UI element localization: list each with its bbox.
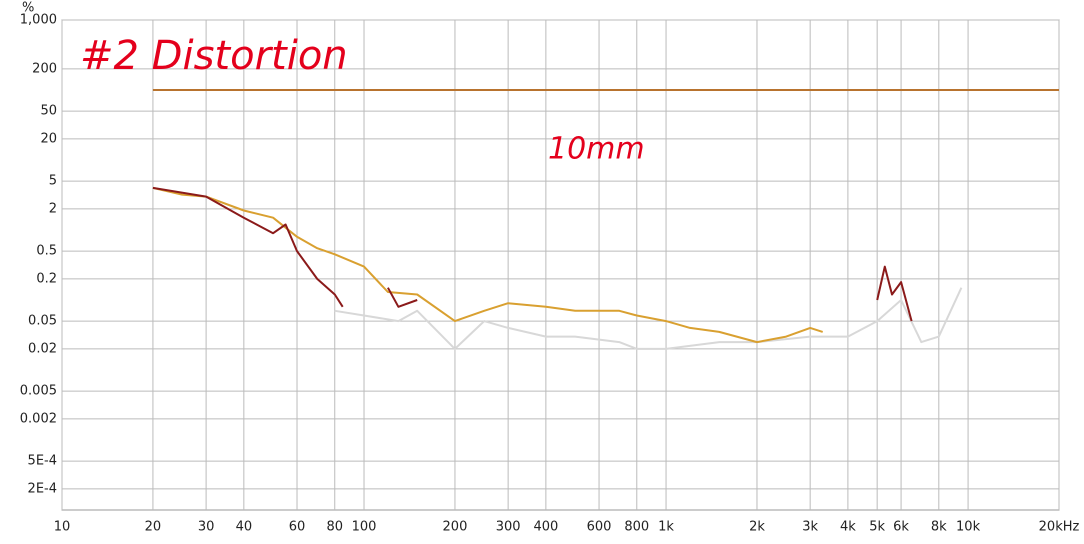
- y-tick-label: 1,000: [20, 13, 57, 28]
- x-tick-label: 80: [326, 520, 343, 535]
- y-tick-label: 5: [49, 174, 57, 189]
- y-tick-label: 0.005: [20, 384, 57, 399]
- x-tick-label: 40: [236, 520, 253, 535]
- x-tick-label: 300: [496, 520, 521, 535]
- annotation: 10mm: [548, 132, 645, 167]
- y-tick-label: 2: [49, 201, 57, 216]
- y-tick-label: 0.002: [20, 411, 57, 426]
- x-tick-label: 800: [624, 520, 649, 535]
- x-tick-label: 10: [54, 520, 71, 535]
- series-line: [152, 186, 913, 322]
- x-tick-label: 60: [289, 520, 306, 535]
- y-tick-label: 50: [40, 104, 57, 119]
- x-tick-label: 100: [352, 520, 377, 535]
- x-tick-label: 20: [145, 520, 162, 535]
- y-tick-label: 0.2: [36, 271, 57, 286]
- y-tick-label: 0.5: [36, 244, 57, 259]
- x-tick-label: 200: [443, 520, 468, 535]
- series-line: [152, 186, 824, 344]
- y-tick-label: 0.05: [28, 314, 57, 329]
- y-tick-label: 0.02: [28, 341, 57, 356]
- y-tick-label: 5E-4: [28, 454, 57, 469]
- y-tick-label: 200: [32, 61, 57, 76]
- y-tick-label: 20: [40, 131, 57, 146]
- y-unit: %: [22, 1, 34, 16]
- x-tick-label: 30: [198, 520, 215, 535]
- x-tick-label: 400: [533, 520, 558, 535]
- plot-area: [61, 19, 1060, 511]
- y-tick-label: 2E-4: [28, 481, 57, 496]
- x-tick-label: 6k: [893, 520, 909, 535]
- x-tick-label: 20kHz: [1039, 520, 1080, 535]
- x-tick-label: 8k: [931, 520, 947, 535]
- x-tick-label: 2k: [749, 520, 765, 535]
- series-line: [334, 287, 963, 350]
- x-tick-label: 3k: [802, 520, 818, 535]
- x-tick-label: 5k: [869, 520, 885, 535]
- x-tick-label: 4k: [840, 520, 856, 535]
- x-tick-label: 10k: [956, 520, 981, 535]
- x-tick-label: 1k: [658, 520, 674, 535]
- annotation: #2 Distortion: [80, 33, 348, 79]
- x-tick-label: 600: [587, 520, 612, 535]
